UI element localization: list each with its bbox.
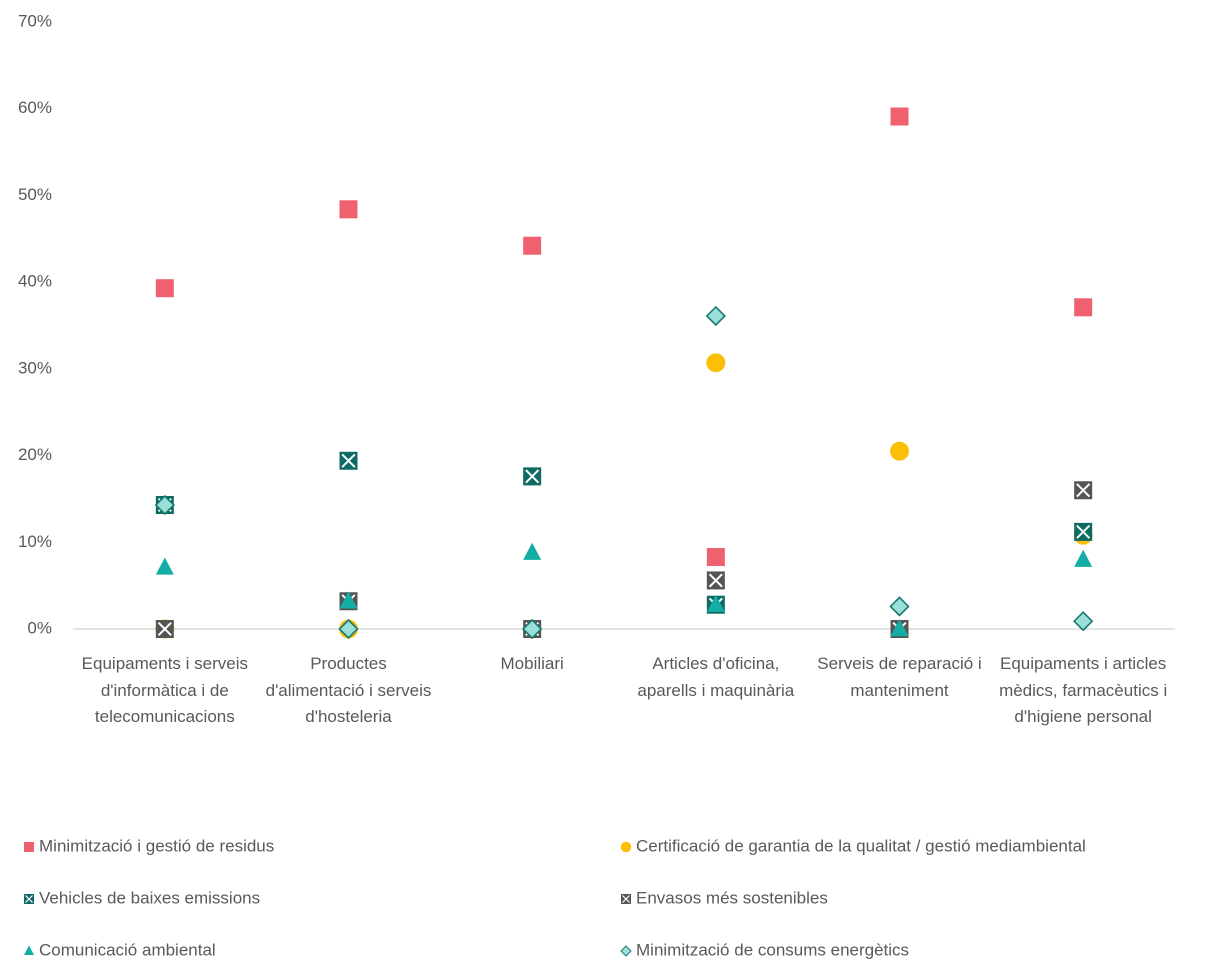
x-tick-label: Serveis de reparació i manteniment	[817, 654, 982, 700]
marker	[706, 353, 726, 373]
marker	[339, 451, 358, 470]
marker	[338, 618, 359, 640]
marker	[24, 945, 34, 955]
y-tick-label: 10%	[18, 532, 52, 551]
marker	[1074, 522, 1093, 541]
legend-label: Minimització i gestió de residus	[39, 836, 274, 855]
marker	[523, 236, 542, 255]
y-tick-label: 40%	[18, 272, 52, 291]
x-tick-label: Equipaments i articles mèdics, farmacèut…	[999, 654, 1168, 726]
marker	[522, 618, 543, 640]
marker	[706, 571, 725, 590]
y-tick-label: 50%	[18, 185, 52, 204]
marker	[620, 841, 632, 853]
x-tick-label: Mobiliari	[500, 654, 564, 673]
y-tick-label: 30%	[18, 358, 52, 377]
marker	[154, 494, 175, 516]
marker	[24, 842, 34, 852]
legend-label: Comunicació ambiental	[39, 940, 216, 959]
marker	[1074, 549, 1093, 567]
marker	[24, 894, 34, 904]
marker	[523, 467, 542, 486]
marker	[155, 279, 174, 298]
x-tick-label: Articles d'oficina, aparells i maquinàri…	[637, 654, 795, 700]
marker	[705, 305, 726, 327]
marker	[621, 894, 631, 904]
legend-label: Vehicles de baixes emissions	[39, 888, 260, 907]
marker	[890, 619, 909, 637]
y-tick-label: 0%	[27, 618, 52, 637]
y-tick-label: 70%	[18, 11, 52, 30]
y-tick-label: 60%	[18, 98, 52, 117]
marker	[339, 591, 358, 609]
marker	[890, 107, 909, 126]
legend-label: Minimització de consums energètics	[636, 940, 909, 959]
x-tick-label: Productes d'alimentació i serveis d'host…	[265, 654, 432, 726]
marker	[523, 542, 542, 560]
marker	[1074, 481, 1093, 500]
marker	[890, 441, 909, 461]
marker	[155, 620, 174, 638]
marker	[1074, 298, 1093, 317]
marker	[1073, 611, 1094, 632]
marker	[706, 594, 725, 612]
x-tick-label: Equipaments i serveis d'informàtica i de…	[81, 654, 248, 726]
marker	[889, 596, 910, 617]
marker	[339, 200, 358, 219]
marker	[620, 945, 632, 957]
legend-label: Envasos més sostenibles	[636, 888, 828, 907]
legend-label: Certificació de garantia de la qualitat …	[636, 836, 1086, 855]
y-tick-label: 20%	[18, 445, 52, 464]
marker	[706, 548, 725, 567]
marker	[155, 557, 174, 575]
